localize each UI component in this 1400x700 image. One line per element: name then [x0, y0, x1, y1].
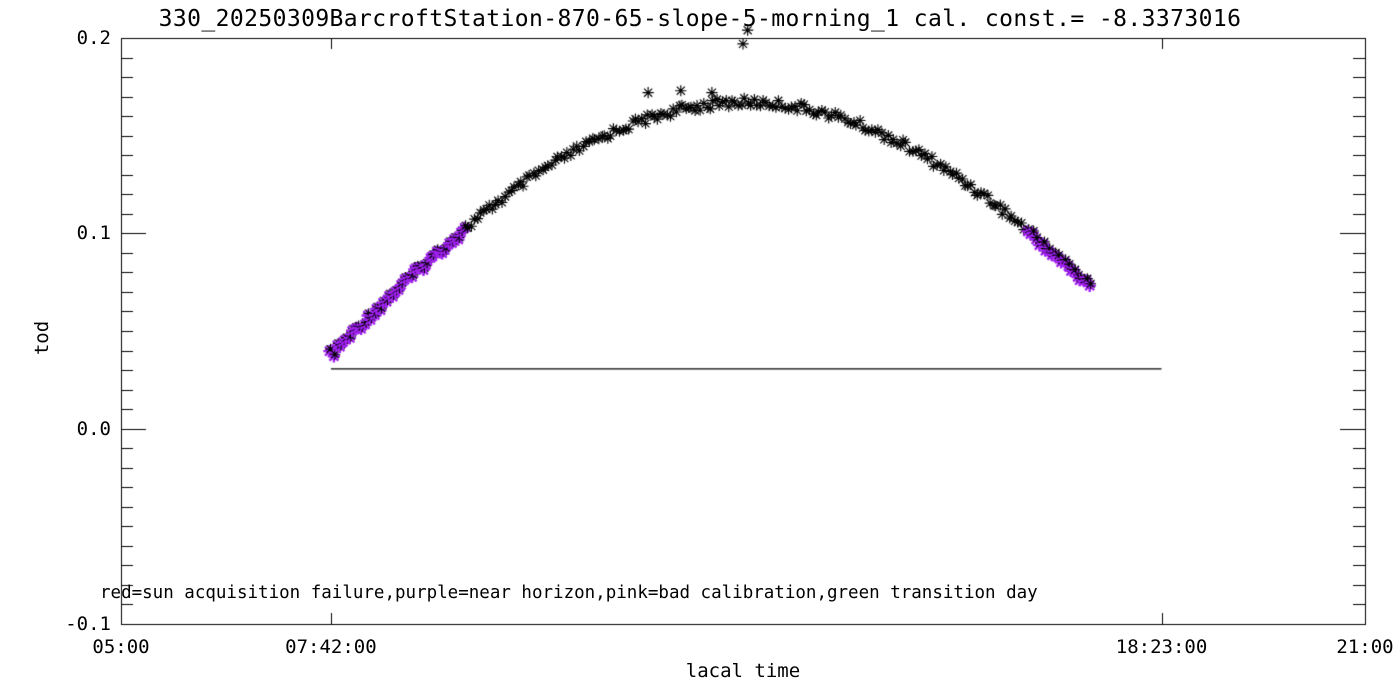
x-axis-label: lacal time [685, 660, 801, 682]
x-tick-label: 21:00 [1336, 636, 1394, 658]
legend-annotation: red=sun acquisition failure,purple=near … [100, 583, 1038, 603]
y-axis-label: tod [31, 320, 53, 356]
y-tick-label: 0.1 [76, 222, 111, 245]
x-tick-label: 07:42:00 [285, 636, 377, 658]
x-tick-label: 05:00 [92, 636, 150, 658]
chart-title: 330_20250309BarcroftStation-870-65-slope… [158, 6, 1242, 32]
y-tick-label: 0.0 [76, 417, 111, 440]
y-tick-label: 0.2 [76, 27, 111, 49]
x-tick-label: 18:23:00 [1115, 636, 1208, 658]
y-tick-label: -0.1 [65, 613, 111, 635]
